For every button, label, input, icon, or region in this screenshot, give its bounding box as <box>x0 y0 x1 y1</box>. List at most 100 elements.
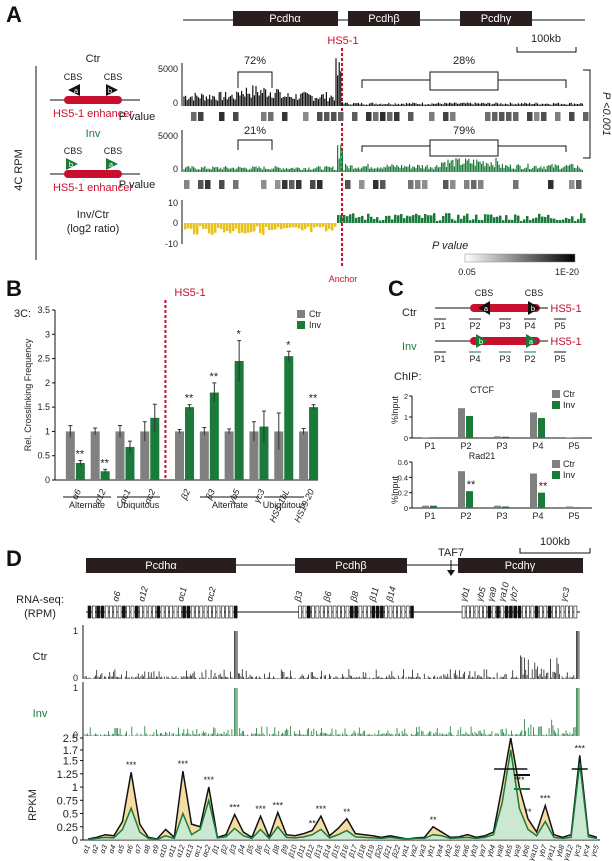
gene-box <box>478 605 483 619</box>
gene-box <box>380 605 384 619</box>
b-bar-inv <box>209 392 219 480</box>
c-ctr-primer: P2 <box>469 321 480 331</box>
rpkm-x-label: αc1 <box>191 844 204 859</box>
b-bar-inv <box>185 407 195 480</box>
pstrip2-cell <box>233 180 239 189</box>
c-inv-primer: P4 <box>469 354 480 364</box>
pvalue-gradient <box>464 253 576 263</box>
ctcf-title: CTCF <box>470 385 494 395</box>
ratio-bar <box>367 213 370 223</box>
rpkm-significance: *** <box>204 775 215 785</box>
b-ytick-label: 2 <box>45 378 50 388</box>
gene-box <box>474 605 479 619</box>
ratio-bar <box>235 223 238 229</box>
b-ytick-label: 3.5 <box>37 305 50 315</box>
rpkm-ytick-label: 0 <box>72 835 78 847</box>
ratio-bar <box>193 223 196 235</box>
pstrip2-cell <box>569 180 575 189</box>
gene-box <box>229 605 234 619</box>
rpkm-significance: *** <box>255 804 266 814</box>
gene-map <box>86 605 580 619</box>
rpkm-x-label: α1 <box>81 844 92 855</box>
inv-tick-0: 0 <box>173 164 178 174</box>
rpkm-significance: ** <box>524 807 532 817</box>
gene-box <box>139 605 143 619</box>
gene-box <box>367 605 371 619</box>
ratio-bar <box>226 223 229 232</box>
rnaseq-inv-track <box>84 688 580 736</box>
pstrip2-cell <box>317 180 323 189</box>
ctcf-category: P3 <box>496 441 507 451</box>
gene-box <box>324 605 328 619</box>
rad21-category: P4 <box>532 511 543 521</box>
b-bar-ctr <box>65 431 75 480</box>
gene-label: α6 <box>110 590 122 602</box>
c-inv-cbs-a-icon <box>526 334 538 348</box>
pstrip1-cell <box>527 112 533 121</box>
b-bar-ctr <box>274 431 284 480</box>
gene-box <box>221 605 225 619</box>
ctr-cbs-b-icon <box>106 84 118 96</box>
rad21-legend-ctr: Ctr <box>563 459 575 469</box>
gene-box <box>113 605 118 619</box>
cbs-label-2: CBS <box>104 72 123 82</box>
d-scale-bar <box>519 548 591 554</box>
panel-a: A Pcdhα Pcdhβ Pcdhγ 100kb HS5-1 Anchor 4… <box>6 2 612 284</box>
group-ubiquitous-2: Ubiquitous <box>263 500 306 510</box>
rpkm-x-label: β14 <box>320 844 333 860</box>
ratio-bar <box>541 216 544 223</box>
b-category-label: β2 <box>178 488 192 502</box>
ratio-bar <box>385 215 388 223</box>
ratio-bar <box>544 216 547 223</box>
c-ctr-primer: P1 <box>434 321 445 331</box>
gene-label: α12 <box>136 585 150 602</box>
ratio-bar <box>328 223 331 229</box>
c-ctr-primer: P5 <box>554 321 565 331</box>
ratio-bar <box>370 216 373 223</box>
cluster-pcdhg-label: Pcdhγ <box>481 13 512 25</box>
pstrip1-cell <box>324 112 330 121</box>
ratio-bar <box>433 213 436 223</box>
c-inv-site-a: a <box>529 337 534 346</box>
gene-box <box>509 605 513 619</box>
gene-box <box>354 605 358 619</box>
b-ytick-label: 1 <box>45 426 50 436</box>
rpkm-significance: ** <box>430 815 438 825</box>
gene-box <box>401 605 406 619</box>
b-bar-inv <box>309 407 319 480</box>
pstrip1-cell <box>387 112 393 121</box>
b-ytick-label: 0 <box>45 475 50 485</box>
b-bar-inv <box>125 446 135 480</box>
rpkm-significance: *** <box>126 760 137 770</box>
d-pcdha-label: Pcdhα <box>145 560 177 572</box>
rad21-category: P3 <box>496 511 507 521</box>
ratio-bar <box>319 223 322 228</box>
gene-box <box>315 605 320 619</box>
c-cbs-2: CBS <box>525 288 544 298</box>
ratio-bar <box>559 220 562 223</box>
ctcf-bar-inv <box>466 415 473 438</box>
gene-box <box>160 605 165 619</box>
b-significance: ** <box>185 393 194 405</box>
rpkm-line-ctr <box>87 737 598 840</box>
c-inv-primer: P3 <box>499 354 510 364</box>
rpkm-x-label: γc5 <box>588 843 601 858</box>
pstrip2-cell <box>464 180 470 189</box>
gene-box <box>328 605 333 619</box>
ratio-bar <box>565 217 568 223</box>
rpkm-ytick-label: 0.5 <box>63 809 78 821</box>
pvalue-label-2: P value <box>119 179 156 191</box>
gene-box <box>199 605 204 619</box>
gene-box <box>345 605 350 619</box>
ctr-site-b: b <box>108 86 112 95</box>
ratio-bar <box>415 213 418 223</box>
b-bar-ctr <box>90 431 100 480</box>
gene-box <box>405 605 410 619</box>
chip-label: ChIP: <box>394 371 422 383</box>
gene-box <box>349 605 354 619</box>
ratio-bar <box>568 218 571 223</box>
ratio-bar <box>229 223 232 234</box>
rpkm-x-label: β8 <box>270 843 282 856</box>
inv-tick-5000: 5000 <box>158 131 178 141</box>
rad21-bar-inv <box>574 507 581 508</box>
